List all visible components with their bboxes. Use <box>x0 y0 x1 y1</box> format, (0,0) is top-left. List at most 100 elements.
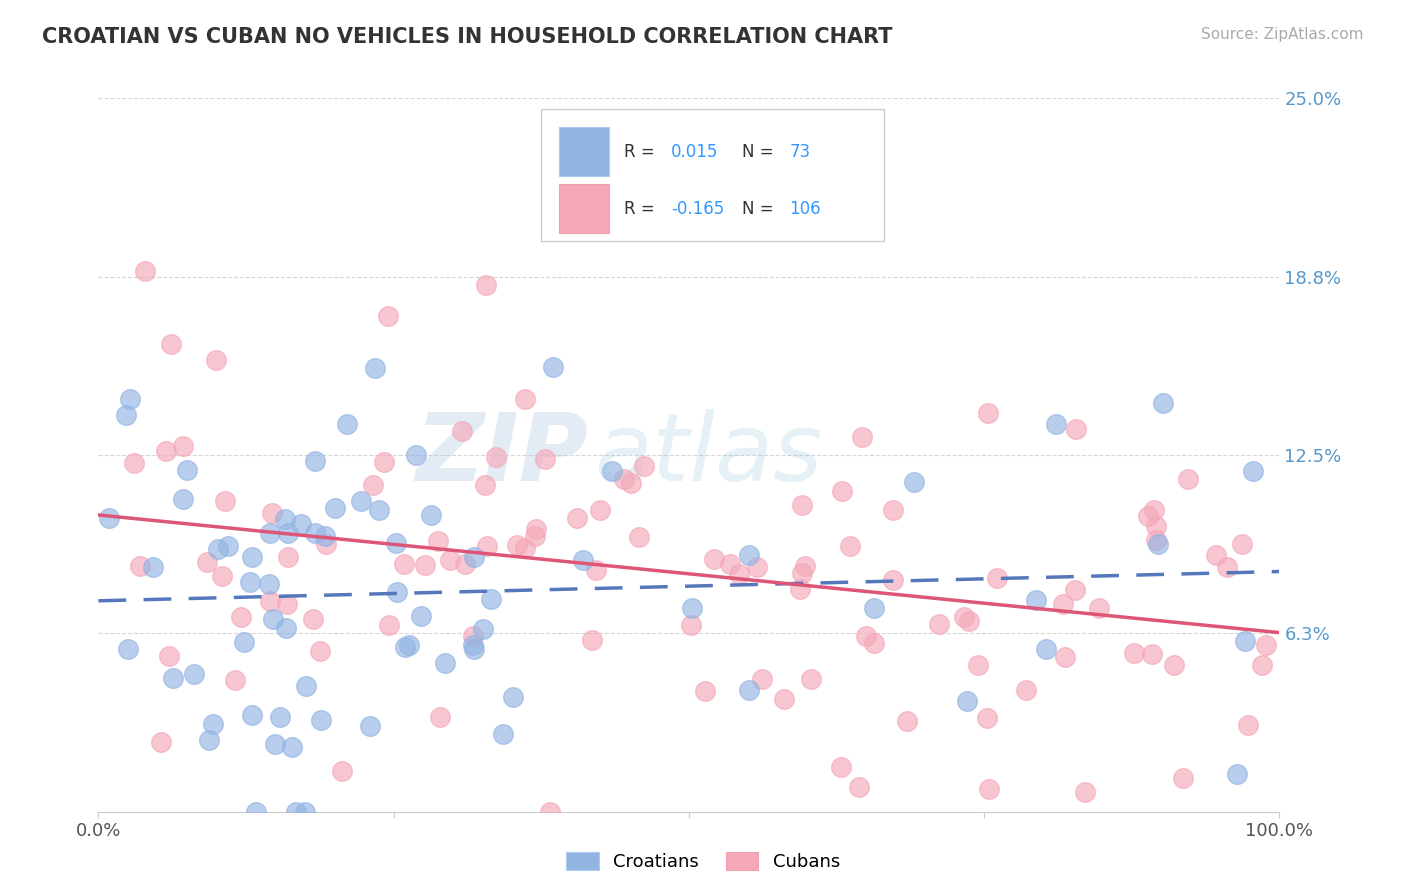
Point <box>364 361 387 376</box>
Point <box>301 612 323 626</box>
Point <box>454 557 477 571</box>
Text: CROATIAN VS CUBAN NO VEHICLES IN HOUSEHOLD CORRELATION CHART: CROATIAN VS CUBAN NO VEHICLES IN HOUSEHO… <box>42 27 893 46</box>
Text: ZIP: ZIP <box>416 409 589 501</box>
Point <box>952 609 974 624</box>
Point <box>1173 771 1195 785</box>
Point <box>475 539 498 553</box>
FancyBboxPatch shape <box>560 184 609 234</box>
Point <box>259 594 281 608</box>
Point <box>240 550 263 565</box>
Point <box>1122 646 1144 660</box>
Point <box>259 525 281 540</box>
Point <box>378 618 401 632</box>
Point <box>602 464 624 478</box>
Point <box>794 559 817 574</box>
Point <box>419 508 441 522</box>
Point <box>728 567 751 582</box>
Point <box>745 560 768 574</box>
Point <box>538 805 561 819</box>
Point <box>882 503 904 517</box>
Point <box>129 559 152 574</box>
Point <box>479 592 502 607</box>
Point <box>1144 519 1167 533</box>
Point <box>1035 642 1057 657</box>
Point <box>789 582 811 596</box>
Point <box>977 782 1000 797</box>
Point <box>751 672 773 686</box>
Point <box>790 498 813 512</box>
Text: atlas: atlas <box>595 409 823 500</box>
Point <box>1064 582 1087 597</box>
Point <box>450 424 472 438</box>
Point <box>394 640 416 655</box>
Point <box>1015 683 1038 698</box>
Point <box>1045 417 1067 431</box>
Point <box>405 448 427 462</box>
Point <box>1251 658 1274 673</box>
Point <box>882 573 904 587</box>
Text: 106: 106 <box>789 200 821 218</box>
Point <box>330 764 353 778</box>
Point <box>315 536 337 550</box>
Point <box>463 549 485 564</box>
Point <box>526 522 548 536</box>
Point <box>1025 592 1047 607</box>
Point <box>863 600 886 615</box>
Point <box>281 739 304 754</box>
FancyBboxPatch shape <box>560 127 609 177</box>
Point <box>323 501 346 516</box>
Point <box>377 309 399 323</box>
Point <box>413 558 436 572</box>
Point <box>831 484 853 499</box>
Point <box>1066 422 1088 436</box>
Point <box>359 719 381 733</box>
Point <box>124 456 146 470</box>
Point <box>986 571 1008 585</box>
Point <box>1074 785 1097 799</box>
Point <box>1241 464 1264 478</box>
Point <box>1216 560 1239 574</box>
Point <box>903 475 925 489</box>
Point <box>274 621 297 635</box>
Point <box>284 805 307 819</box>
Point <box>262 611 284 625</box>
Point <box>118 392 141 407</box>
Text: 73: 73 <box>789 143 810 161</box>
Point <box>718 558 741 572</box>
Point <box>368 503 391 517</box>
Point <box>1237 718 1260 732</box>
Point <box>240 708 263 723</box>
Point <box>277 526 299 541</box>
Point <box>1142 647 1164 661</box>
Point <box>693 684 716 698</box>
Point <box>1254 638 1277 652</box>
Point <box>957 614 980 628</box>
Point <box>239 574 262 589</box>
Point <box>738 548 761 562</box>
Point <box>142 559 165 574</box>
FancyBboxPatch shape <box>541 109 884 241</box>
Point <box>513 392 536 407</box>
Text: R =: R = <box>624 200 659 218</box>
Point <box>502 690 524 705</box>
Point <box>800 672 823 686</box>
Point <box>392 558 415 572</box>
Text: N =: N = <box>742 200 779 218</box>
Point <box>848 780 870 795</box>
Point <box>1177 472 1199 486</box>
Point <box>472 622 495 636</box>
Point <box>1144 533 1167 547</box>
Point <box>229 610 252 624</box>
Point <box>117 641 139 656</box>
Point <box>157 649 180 664</box>
Point <box>977 406 1000 420</box>
Point <box>195 555 218 569</box>
Point <box>433 656 456 670</box>
Point <box>1146 537 1168 551</box>
Point <box>260 507 283 521</box>
Point <box>224 673 246 687</box>
Text: -0.165: -0.165 <box>671 200 724 218</box>
Point <box>160 337 183 351</box>
Point <box>463 641 485 656</box>
Point <box>862 636 884 650</box>
